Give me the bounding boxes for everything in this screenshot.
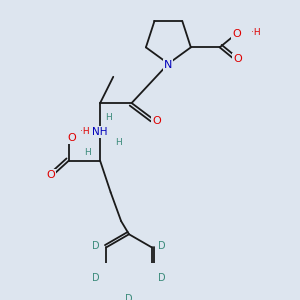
Text: D: D: [158, 241, 166, 251]
Text: H: H: [115, 138, 122, 147]
Text: D: D: [158, 273, 166, 283]
Text: D: D: [92, 273, 100, 283]
Text: D: D: [92, 241, 100, 251]
Text: N: N: [164, 60, 172, 70]
Text: O: O: [152, 116, 161, 126]
Text: D: D: [125, 293, 133, 300]
Text: ·H: ·H: [80, 128, 90, 136]
Text: H: H: [84, 148, 90, 158]
Text: O: O: [67, 134, 76, 143]
Text: ·H: ·H: [251, 28, 261, 38]
Text: O: O: [232, 29, 241, 39]
Text: O: O: [233, 54, 242, 64]
Text: H: H: [105, 113, 111, 122]
Text: NH: NH: [92, 127, 108, 137]
Text: O: O: [46, 170, 55, 180]
